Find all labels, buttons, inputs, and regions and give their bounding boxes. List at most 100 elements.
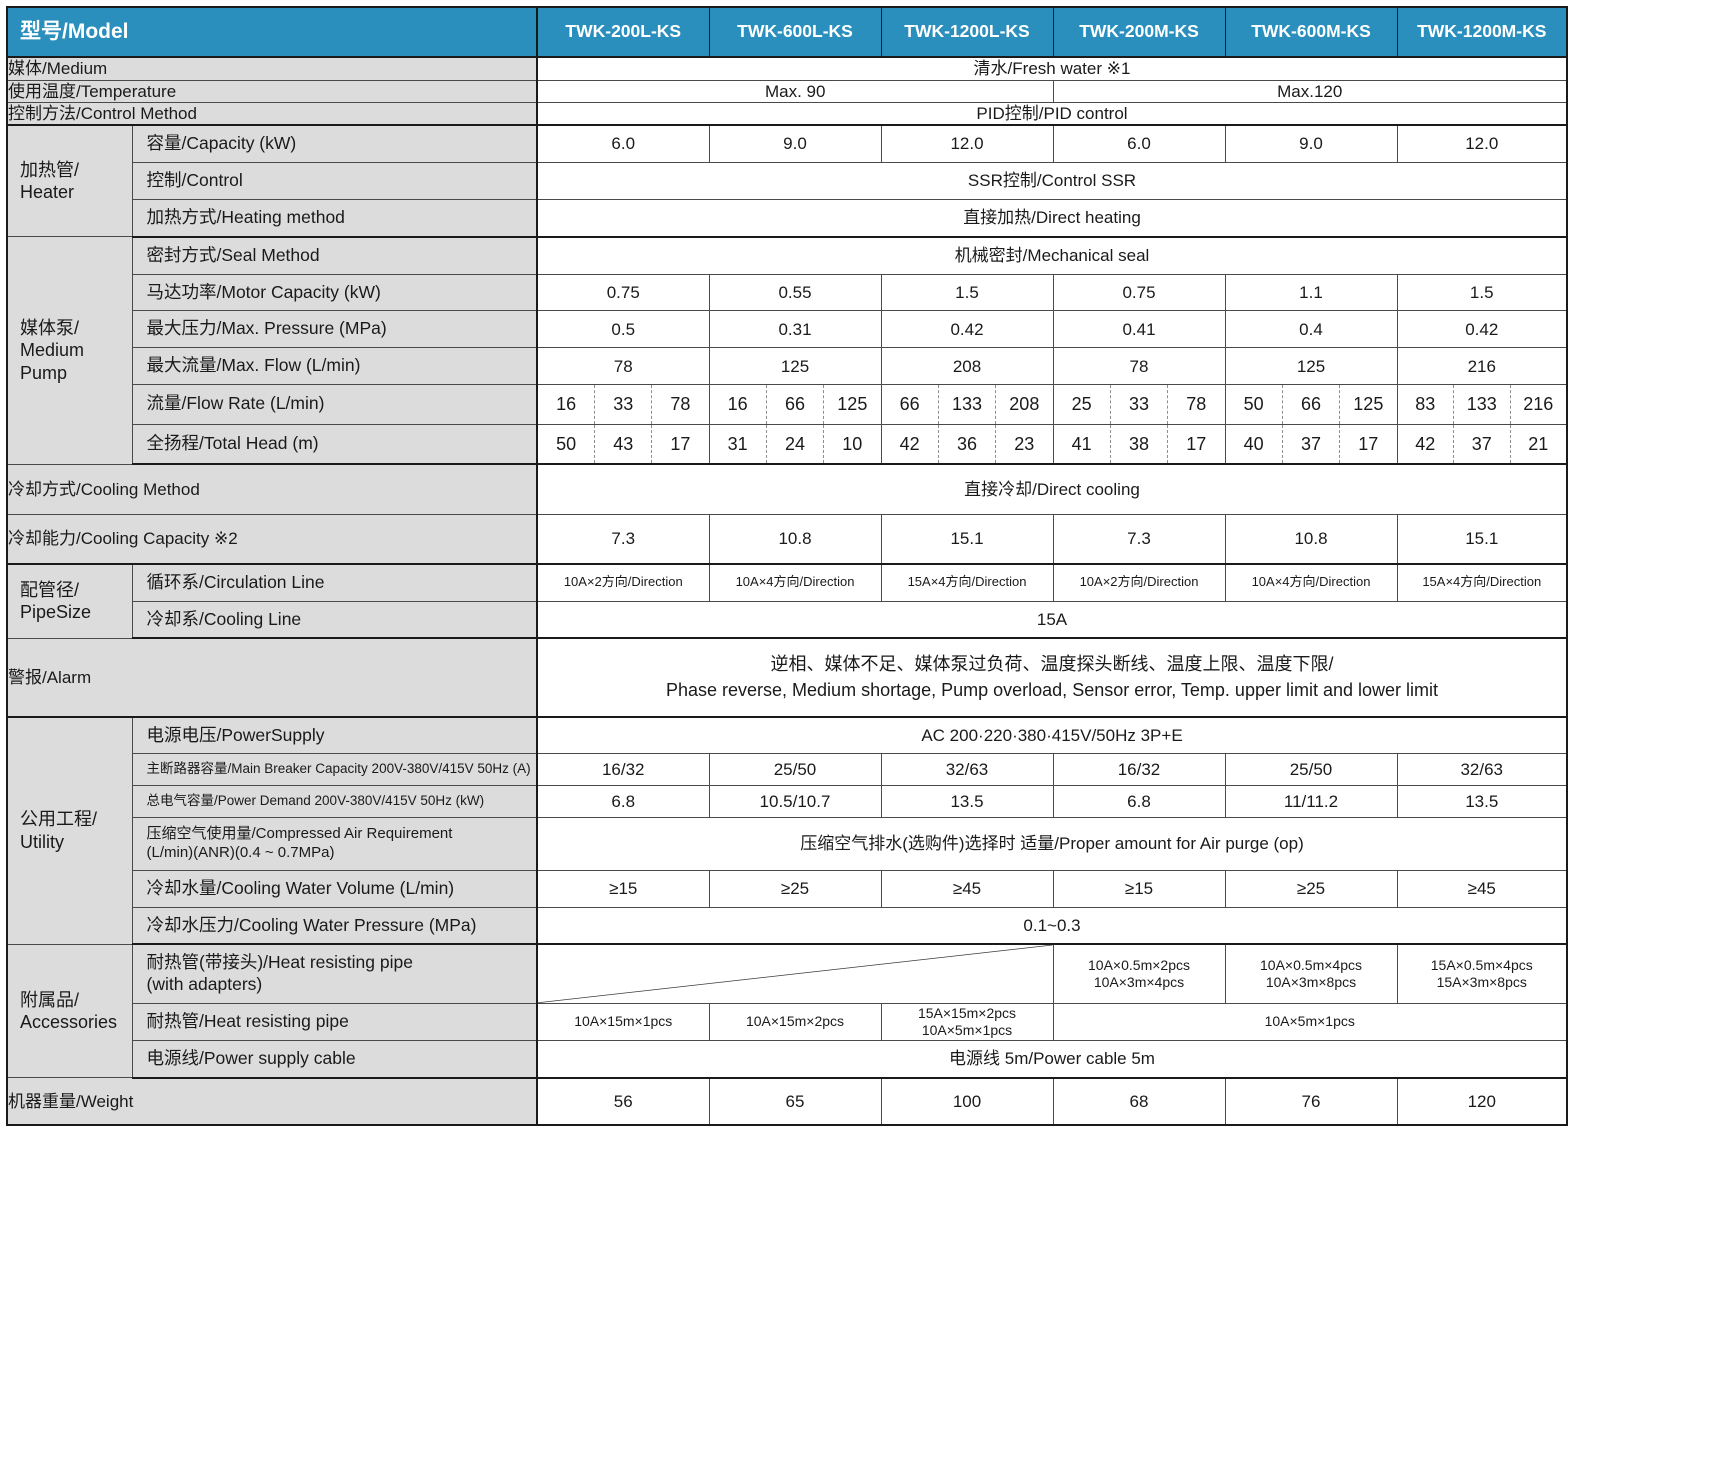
flow-rate-2-c: 125 [823,385,880,424]
flow-rate-1-b: 33 [594,385,651,424]
value-flow-rate-3: 66 133 208 [880,384,1054,425]
flow-rate-3-a: 66 [899,394,920,415]
value-max-pressure-1: 0.5 [536,310,710,349]
row-cooling-capacity: 冷却能力/Cooling Capacity ※2 7.3 10.8 15.1 7… [6,514,1568,565]
value-heat-pipe-1: 10A×15m×1pcs [536,1003,710,1042]
value-cooling-capacity-4: 7.3 [1052,514,1226,565]
row-heater-capacity: 加热管/ Heater 容量/Capacity (kW) 6.0 9.0 12.… [6,124,1568,238]
group-medium-pump: 媒体泵/ Medium Pump [6,236,133,465]
label-alarm: 警报/Alarm [6,637,538,718]
header-model-4: TWK-200M-KS [1052,6,1226,59]
value-max-pressure-6: 0.42 [1396,310,1568,349]
value-flow-rate-4: 25 33 78 [1052,384,1226,425]
value-main-breaker-6: 32/63 [1396,753,1568,787]
value-cooling-water-volume-2: ≥25 [708,869,882,908]
group-pipe-size-en: PipeSize [20,602,92,623]
row-cooling-water-pressure: 冷却水压力/Cooling Water Pressure (MPa) 0.1~0… [7,906,1568,946]
value-max-flow-1: 78 [536,347,710,386]
row-pump-seal: 媒体泵/ Medium Pump 密封方式/Seal Method 机械密封/M… [6,236,1568,465]
flow-rate-1-a: 16 [556,394,577,415]
value-cooling-capacity-5: 10.8 [1224,514,1398,565]
row-max-pressure: 最大压力/Max. Pressure (MPa) 0.5 0.31 0.42 0… [7,310,1568,349]
value-heating-method: 直接加热/Direct heating [536,198,1568,238]
total-head-5-b: 37 [1281,424,1339,464]
value-max-flow-5: 125 [1224,347,1398,386]
group-accessories: 附属品/ Accessories [6,943,133,1079]
value-power-demand-2: 10.5/10.7 [708,785,882,819]
label-power-supply: 电源电压/PowerSupply [131,716,538,755]
group-heater-cn: 加热管/ [20,159,80,180]
value-heater-capacity-2: 9.0 [708,124,882,163]
value-heat-pipe-adapters-4: 10A×0.5m×2pcs 10A×3m×4pcs [1052,943,1226,1005]
value-heat-pipe-2: 10A×15m×2pcs [708,1003,882,1042]
value-seal-method: 机械密封/Mechanical seal [536,236,1568,275]
total-head-6-b: 37 [1453,424,1510,464]
row-cooling-line: 冷却系/Cooling Line 15A [7,600,1568,640]
flow-rate-5-a: 50 [1243,394,1264,415]
value-weight-6: 120 [1396,1077,1568,1126]
hp-adapter-4-line2: 10A×3m×4pcs [1093,974,1185,991]
value-total-head-4: 41 38 17 [1052,423,1226,466]
label-cooling-method: 冷却方式/Cooling Method [6,463,538,516]
value-weight-3: 100 [880,1077,1054,1126]
value-power-supply: AC 200·220·380·415V/50Hz 3P+E [536,716,1568,755]
group-pipe-size: 配管径/ PipeSize [6,563,133,639]
total-head-2-b: 24 [765,424,823,464]
total-head-5-a: 40 [1243,433,1264,454]
value-heater-capacity-1: 6.0 [536,124,710,163]
value-power-demand-6: 13.5 [1396,785,1568,819]
label-medium: 媒体/Medium [6,56,538,81]
value-temperature-m: Max.120 [1052,79,1568,103]
value-main-breaker-1: 16/32 [536,753,710,787]
table-header-row: 型号/Model TWK-200L-KS TWK-600L-KS TWK-120… [6,6,1567,59]
label-heating-method: 加热方式/Heating method [131,198,538,238]
value-cooling-water-volume-4: ≥15 [1052,869,1226,908]
group-pump-en1: Medium [20,340,85,361]
header-model-1: TWK-200L-KS [536,6,710,59]
label-circulation-line: 循环系/Circulation Line [131,563,538,602]
value-max-pressure-3: 0.42 [880,310,1054,349]
value-flow-rate-5: 50 66 125 [1224,384,1398,425]
total-head-3-c: 23 [995,424,1052,464]
label-heat-pipe: 耐热管/Heat resisting pipe [131,1003,538,1042]
label-flow-rate: 流量/Flow Rate (L/min) [131,384,538,425]
value-max-flow-2: 125 [708,347,882,386]
value-total-head-1: 50 43 17 [536,423,710,466]
row-total-head: 全扬程/Total Head (m) 50 43 17 31 24 10 42 [7,423,1568,466]
total-head-3-a: 42 [899,433,920,454]
value-motor-capacity-2: 0.55 [708,273,882,312]
label-power-demand: 总电气容量/Power Demand 200V-380V/415V 50Hz (… [131,785,538,819]
value-weight-4: 68 [1052,1077,1226,1126]
hp-adapter-4-line1: 10A×0.5m×2pcs [1088,956,1190,973]
value-cooling-capacity-1: 7.3 [536,514,710,565]
row-max-flow: 最大流量/Max. Flow (L/min) 78 125 208 78 125… [7,347,1568,386]
total-head-1-a: 50 [556,433,577,454]
row-power-supply: 公用工程/ Utility 电源电压/PowerSupply AC 200·22… [6,716,1568,945]
flow-rate-5-c: 125 [1339,385,1396,424]
value-heat-pipe-3: 15A×15m×2pcs 10A×5m×1pcs [880,1003,1054,1042]
total-head-2-a: 31 [727,433,748,454]
value-heat-pipe-rest: 10A×5m×1pcs [1052,1003,1568,1042]
compressed-air-label-line2: (L/min)(ANR)(0.4 ~ 0.7MPa) [146,843,335,861]
label-seal-method: 密封方式/Seal Method [131,236,538,275]
heat-pipe-adapters-label-line2: (with adapters) [146,974,263,995]
value-flow-rate-1: 16 33 78 [536,384,710,425]
value-cooling-line: 15A [536,600,1568,640]
row-compressed-air: 压缩空气使用量/Compressed Air Requirement (L/mi… [7,817,1568,871]
total-head-2-c: 10 [823,424,880,464]
flow-rate-3-c: 208 [995,385,1052,424]
row-flow-rate: 流量/Flow Rate (L/min) 16 33 78 16 66 125 … [7,384,1568,425]
value-total-head-2: 31 24 10 [708,423,882,466]
value-cooling-capacity-6: 15.1 [1396,514,1568,565]
total-head-4-c: 17 [1167,424,1224,464]
value-cooling-capacity-3: 15.1 [880,514,1054,565]
label-cooling-water-pressure: 冷却水压力/Cooling Water Pressure (MPa) [131,906,538,946]
value-total-head-3: 42 36 23 [880,423,1054,466]
total-head-5-c: 17 [1339,424,1396,464]
label-heat-pipe-adapters: 耐热管(带接头)/Heat resisting pipe (with adapt… [131,943,538,1005]
group-pump-cn: 媒体泵/ [20,317,80,338]
group-utility-cn: 公用工程/ [20,809,98,830]
value-control-method: PID控制/PID control [536,101,1568,126]
row-weight: 机器重量/Weight 56 65 100 68 76 120 [6,1077,1568,1126]
label-weight: 机器重量/Weight [6,1077,538,1126]
